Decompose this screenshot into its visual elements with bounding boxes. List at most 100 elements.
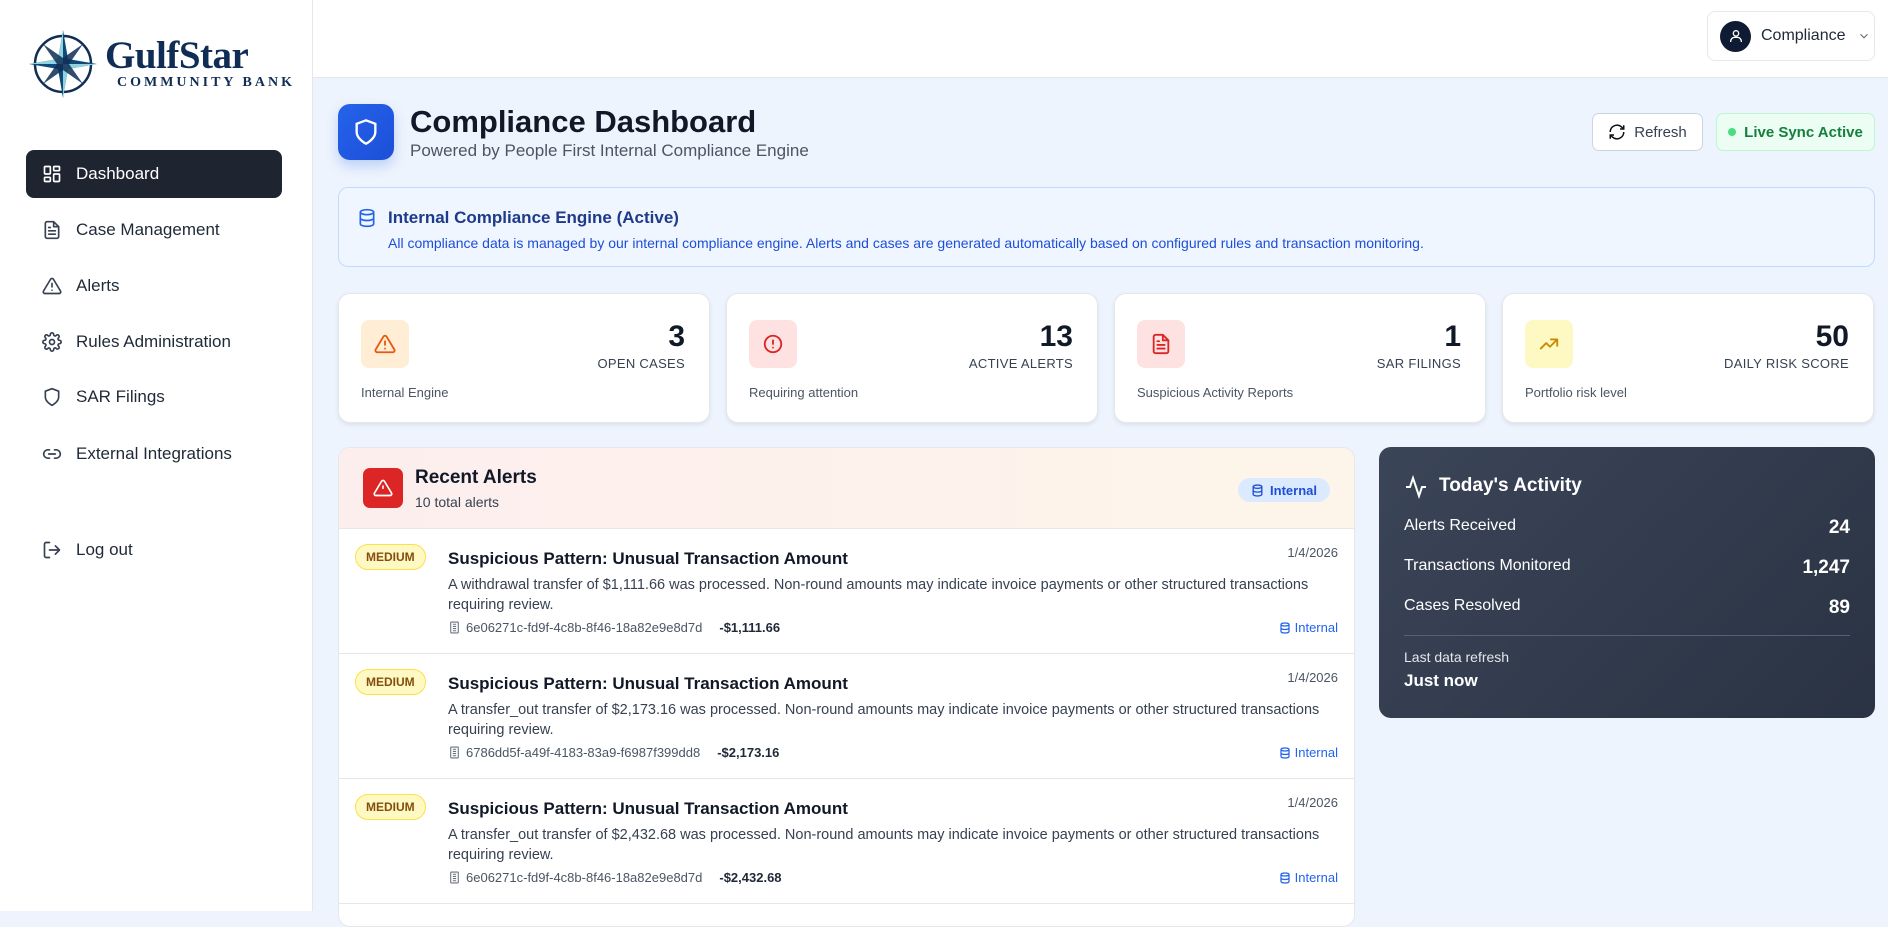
warning-icon: [361, 320, 409, 368]
avatar: [1720, 20, 1751, 52]
alert-date: 1/4/2026: [1287, 670, 1338, 685]
banner-title: Internal Compliance Engine (Active): [388, 208, 679, 227]
shield-icon: [338, 104, 394, 160]
alert-source: Internal: [1279, 870, 1338, 885]
sidebar-item-external-integrations[interactable]: External Integrations: [26, 430, 282, 478]
activity-label: Cases Resolved: [1404, 597, 1521, 614]
stat-value: 1: [1444, 320, 1461, 353]
engine-banner: Internal Compliance Engine (Active) All …: [338, 187, 1875, 267]
recent-alerts-title: Recent Alerts: [415, 467, 537, 488]
sidebar-item-case-management[interactable]: Case Management: [26, 206, 282, 254]
alert-list-item[interactable]: MEDIUM Suspicious Pattern: Unusual Trans…: [339, 529, 1354, 654]
alert-date: 1/4/2026: [1287, 545, 1338, 560]
stat-label: OPEN CASES: [597, 356, 685, 371]
user-menu-button[interactable]: Compliance: [1707, 11, 1875, 61]
file-text-icon: [1137, 320, 1185, 368]
alert-amount: -$2,432.68: [719, 870, 782, 885]
stat-card: 1 SAR FILINGS Suspicious Activity Report…: [1114, 293, 1486, 423]
alert-amount: -$2,173.16: [717, 745, 780, 760]
alert-title: Suspicious Pattern: Unusual Transaction …: [448, 799, 848, 818]
internal-badge-label: Internal: [1270, 482, 1317, 498]
alert-list-item[interactable]: MEDIUM Suspicious Pattern: Unusual Trans…: [339, 654, 1354, 779]
alert-circle-icon: [749, 320, 797, 368]
divider: [1404, 635, 1850, 636]
alert-amount: -$1,111.66: [719, 620, 781, 635]
alert-source-label: Internal: [1294, 620, 1338, 635]
activity-row: Transactions Monitored 1,247: [1404, 557, 1850, 579]
database-icon: [359, 208, 375, 228]
alert-meta: 6e06271c-fd9f-4c8b-8f46-18a82e9e8d7d -$1…: [448, 620, 780, 635]
sidebar-item-sar-filings[interactable]: SAR Filings: [26, 373, 282, 421]
alert-source: Internal: [1279, 620, 1338, 635]
stat-subtext: Internal Engine: [361, 385, 449, 400]
chevron-down-icon: [1860, 33, 1869, 39]
account-id: 6786dd5f-a49f-4183-83a9-f6987f399dd8: [466, 745, 701, 760]
database-icon: [1280, 621, 1290, 634]
stat-value: 3: [668, 320, 685, 353]
severity-badge: MEDIUM: [355, 669, 426, 695]
alert-date: 1/4/2026: [1287, 795, 1338, 810]
account-id: 6e06271c-fd9f-4c8b-8f46-18a82e9e8d7d: [466, 870, 703, 885]
brand-name: GulfStar: [105, 34, 249, 77]
alert-source-label: Internal: [1294, 745, 1338, 760]
severity-badge: MEDIUM: [355, 544, 426, 570]
sidebar: GulfStar Community Bank Dashboard Case M…: [0, 0, 313, 911]
stat-label: DAILY RISK SCORE: [1724, 356, 1849, 371]
page-subtitle: Powered by People First Internal Complia…: [410, 141, 809, 160]
database-icon: [1280, 746, 1290, 759]
sidebar-item-label: SAR Filings: [76, 387, 165, 406]
warning-icon: [42, 277, 62, 295]
alert-description: A withdrawal transfer of $1,111.66 was p…: [448, 577, 1309, 613]
user-icon: [1729, 30, 1742, 42]
stat-subtext: Suspicious Activity Reports: [1137, 385, 1294, 400]
account-id: 6e06271c-fd9f-4c8b-8f46-18a82e9e8d7d: [466, 620, 703, 635]
last-refresh-value: Just now: [1404, 671, 1478, 690]
activity-icon: [1406, 475, 1426, 499]
sidebar-item-label: External Integrations: [76, 444, 232, 463]
sidebar-item-label: Case Management: [76, 220, 220, 239]
database-icon: [1280, 871, 1290, 884]
compass-star-icon: [29, 30, 97, 98]
status-dot-icon: [1728, 128, 1737, 136]
alerts-count: 10 total alerts: [415, 494, 500, 510]
alert-list-item[interactable]: MEDIUM Suspicious Pattern: Unusual Trans…: [339, 779, 1354, 904]
sidebar-item-dashboard[interactable]: Dashboard: [26, 150, 282, 198]
alert-description: A transfer_out transfer of $2,173.16 was…: [448, 702, 1320, 738]
activity-label: Transactions Monitored: [1404, 557, 1571, 574]
alert-meta: 6786dd5f-a49f-4183-83a9-f6987f399dd8 -$2…: [448, 745, 779, 760]
brand-tagline: Community Bank: [117, 75, 295, 90]
user-name: Compliance: [1761, 27, 1846, 44]
refresh-button[interactable]: Refresh: [1592, 113, 1703, 151]
alert-source-label: Internal: [1294, 870, 1338, 885]
internal-badge: Internal: [1238, 478, 1330, 502]
live-sync-status: Live Sync Active: [1716, 113, 1875, 151]
todays-activity-panel: Today's Activity Alerts Received 24 Trans…: [1379, 447, 1875, 718]
logout-label: Log out: [76, 540, 133, 559]
activity-label: Alerts Received: [1404, 517, 1517, 534]
grid-icon: [43, 165, 61, 183]
sidebar-item-rules-administration[interactable]: Rules Administration: [26, 318, 282, 366]
trending-up-icon: [1525, 320, 1573, 368]
topbar: Compliance: [313, 0, 1888, 78]
shield-icon: [44, 387, 60, 407]
activity-row: Cases Resolved 89: [1404, 597, 1850, 619]
file-icon: [44, 220, 60, 240]
page-title: Compliance Dashboard: [410, 104, 757, 139]
building-icon: [450, 621, 459, 634]
refresh-label: Refresh: [1634, 123, 1687, 141]
activity-value: 24: [1828, 517, 1850, 538]
severity-badge: MEDIUM: [355, 794, 426, 820]
sidebar-item-alerts[interactable]: Alerts: [26, 262, 282, 310]
logout-button[interactable]: Log out: [26, 526, 282, 574]
recent-alerts-panel: Recent Alerts 10 total alerts Internal M…: [338, 447, 1355, 927]
activity-row: Alerts Received 24: [1404, 517, 1850, 539]
stat-card: 13 ACTIVE ALERTS Requiring attention: [726, 293, 1098, 423]
bank-logo[interactable]: GulfStar Community Bank: [27, 28, 295, 100]
sidebar-item-label: Dashboard: [76, 164, 160, 183]
stat-value: 13: [1039, 320, 1073, 353]
stat-label: SAR FILINGS: [1376, 356, 1461, 371]
recent-alerts-header: Recent Alerts 10 total alerts Internal: [339, 448, 1354, 529]
database-icon: [1252, 483, 1263, 497]
gear-icon: [42, 332, 62, 352]
stat-label: ACTIVE ALERTS: [968, 356, 1073, 371]
